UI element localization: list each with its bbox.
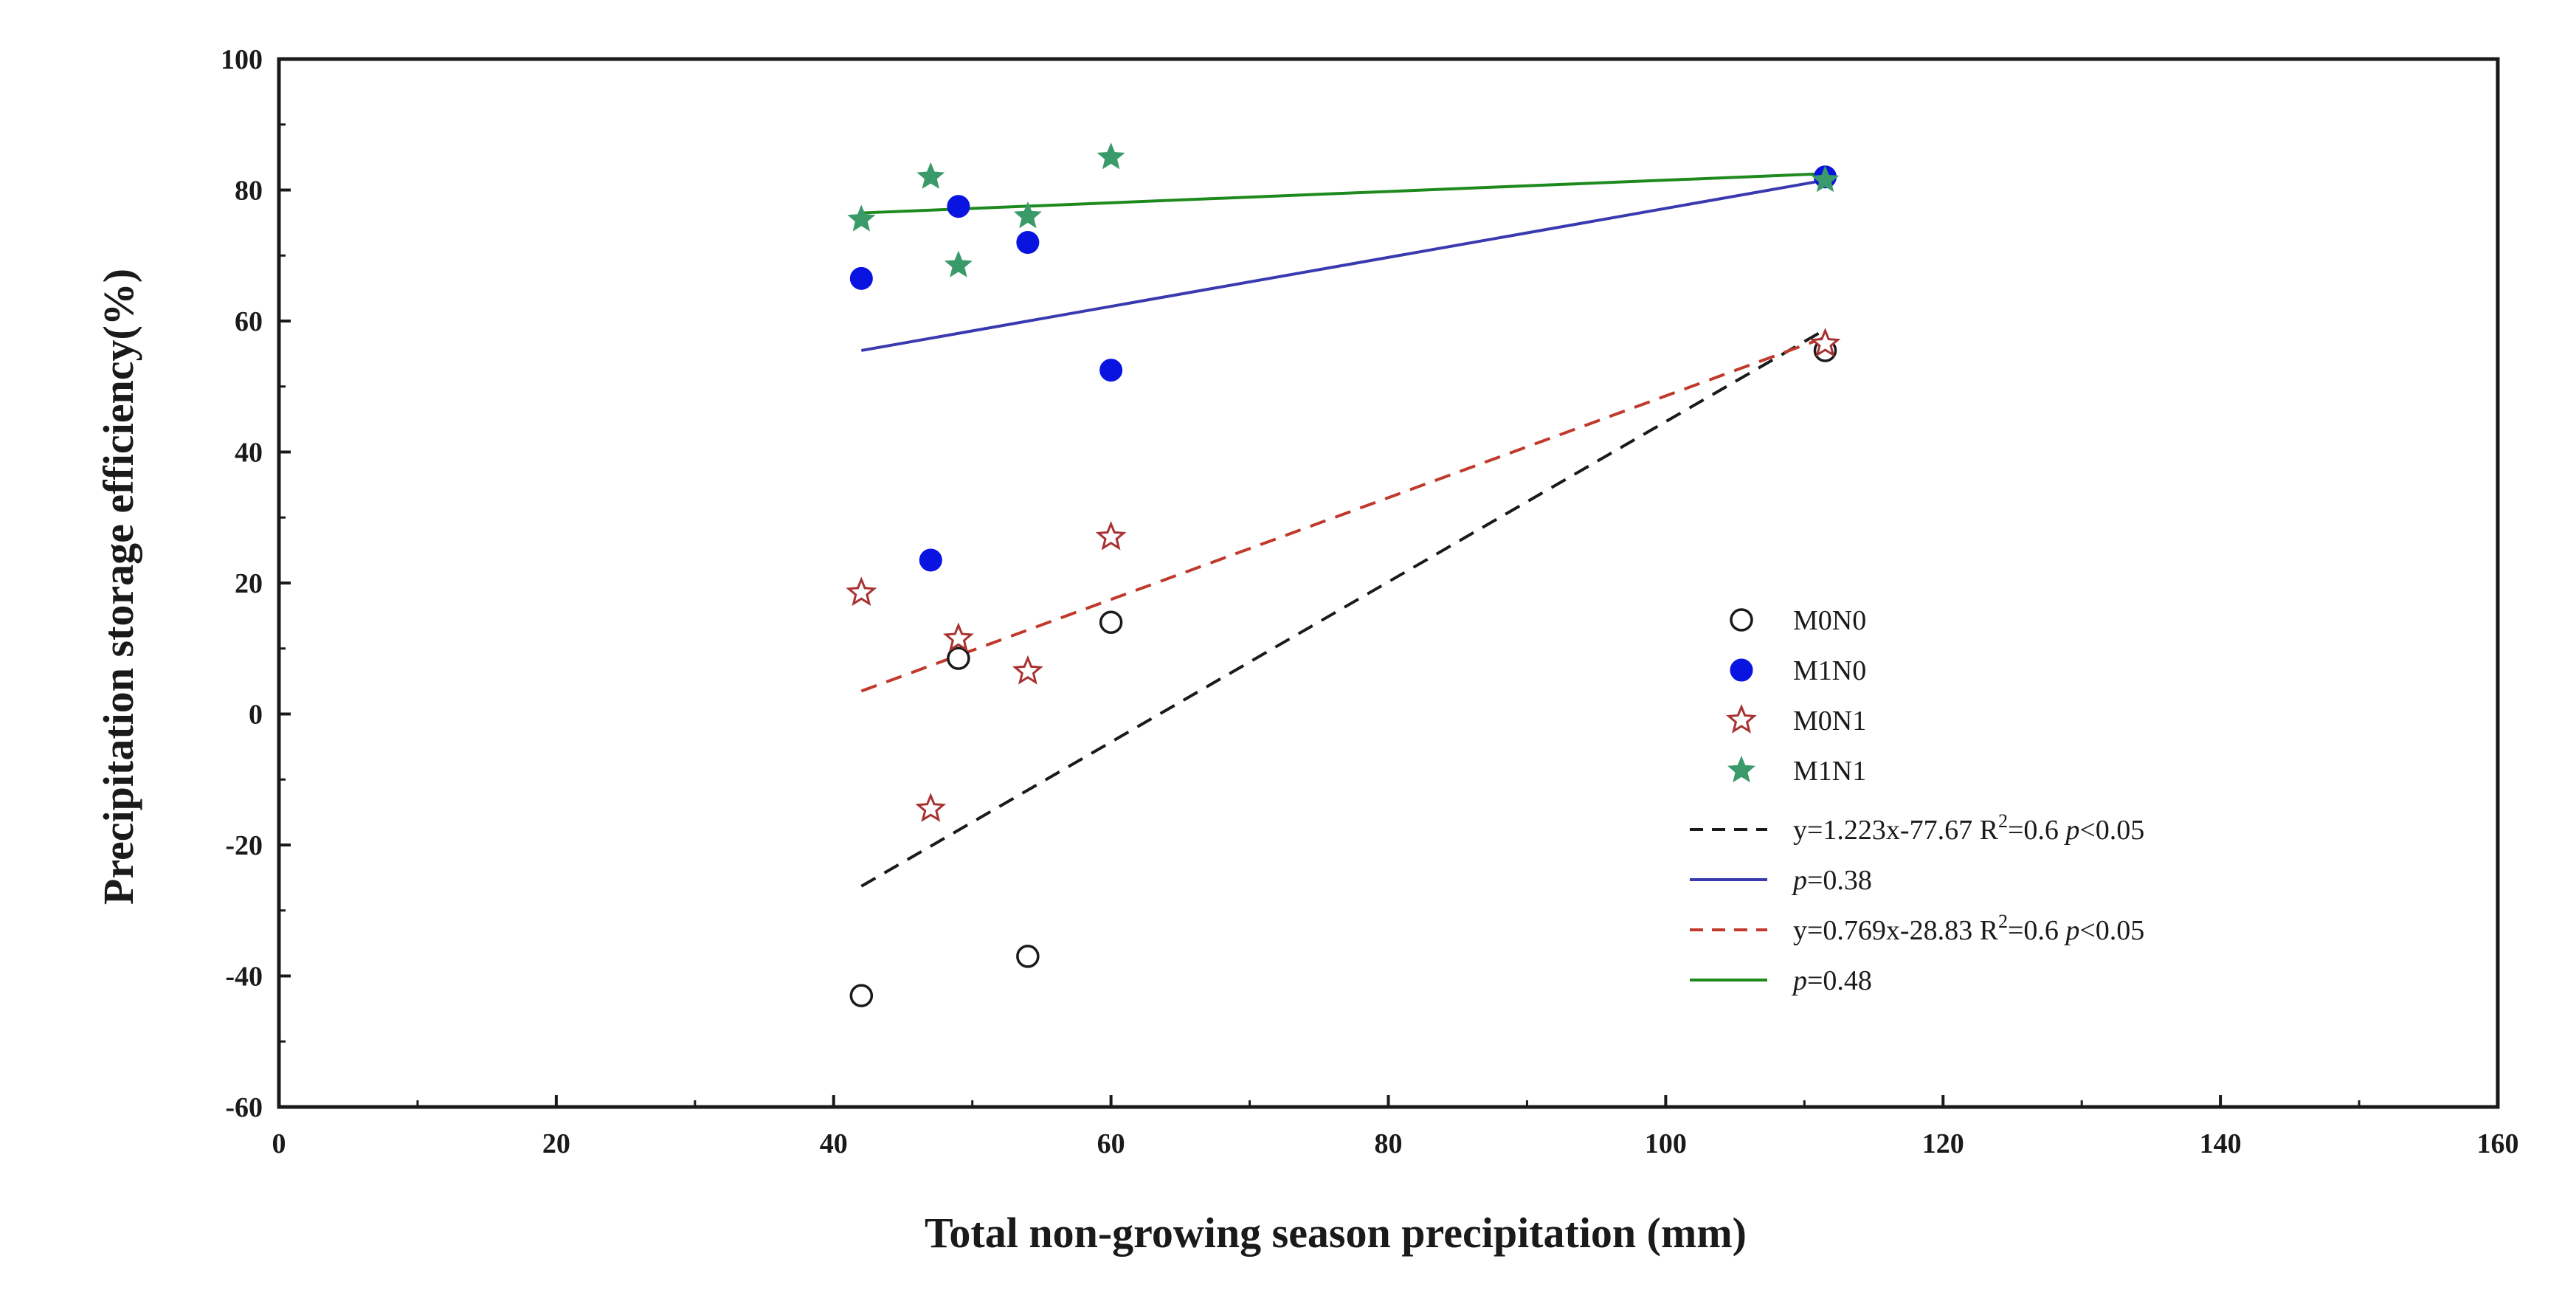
regression-lines (860, 172, 1826, 888)
point-m1n0 (1099, 359, 1123, 382)
point-m1n0 (919, 548, 942, 572)
y-tick-label: -40 (225, 962, 263, 993)
legend-fit-label-1: y=1.223x-77.67 R2=0.6 p<0.05 (1793, 810, 2144, 846)
legend-marker-m0n0 (1730, 608, 1753, 632)
y-tick-label: 80 (235, 176, 263, 207)
legend-fit-label-2: p=0.38 (1791, 865, 1872, 896)
point-m0n0 (1016, 945, 1040, 968)
legend-marker-m0n1 (1726, 704, 1757, 734)
point-m0n0 (947, 646, 970, 670)
y-axis-title: Precipitation storage efficiency(%) (94, 269, 142, 905)
fit-line-4 (861, 172, 1826, 215)
y-tick-label: -60 (225, 1092, 263, 1123)
x-tick-label: 160 (2477, 1128, 2519, 1159)
data-points (846, 142, 1841, 1007)
point-m1n0 (1016, 231, 1040, 254)
x-tick-label: 100 (1645, 1128, 1687, 1159)
legend-label-m1n1: M1N1 (1793, 756, 1866, 787)
point-m1n0 (849, 266, 873, 290)
point-m1n1 (1097, 142, 1125, 170)
fit-line-3 (860, 336, 1826, 693)
plot-frame (277, 57, 2500, 1109)
point-m0n1 (846, 576, 877, 607)
point-m1n1 (944, 250, 973, 277)
fit-line-1 (860, 328, 1826, 888)
x-tick-label: 80 (1375, 1128, 1403, 1159)
legend-label-m0n1: M0N1 (1793, 706, 1866, 736)
point-m1n1 (1013, 201, 1042, 229)
y-tick-label: -20 (225, 830, 263, 861)
point-m0n0 (1099, 610, 1123, 634)
point-m0n1 (943, 622, 974, 652)
point-m1n1 (916, 162, 945, 189)
legend-fit-label-4: p=0.48 (1791, 965, 1872, 996)
point-m0n0 (849, 984, 874, 1007)
point-m0n1 (1095, 520, 1127, 551)
point-m1n1 (1811, 165, 1840, 193)
y-tick-label: 0 (249, 700, 263, 731)
point-m1n1 (847, 204, 876, 232)
x-tick-label: 40 (820, 1128, 848, 1159)
y-tick-label: 40 (235, 438, 263, 469)
point-m0n1 (1809, 328, 1841, 357)
x-tick-label: 60 (1097, 1128, 1125, 1159)
fit-line-2 (860, 179, 1826, 352)
legend-marker-m1n1 (1727, 756, 1755, 783)
x-tick-label: 140 (2200, 1128, 2242, 1159)
x-tick-label: 20 (542, 1128, 570, 1159)
axes: 0 20 40 60 80 100 120 140 160 -60 -40 -20 0 20 40 60 80 1… (221, 44, 2519, 1159)
point-m0n1 (1012, 655, 1043, 685)
point-m1n0 (947, 195, 970, 218)
x-axis-title: Total non-growing season precipitation (… (925, 1209, 1747, 1257)
point-m0n1 (915, 793, 947, 822)
x-tick-label: 0 (272, 1128, 286, 1159)
legend-label-m0n0: M0N0 (1793, 605, 1866, 636)
legend: M0N0 M1N0 M0N1 M1N1 y=1.223x-77.67 R2=0.6 p<… (1690, 605, 2144, 996)
x-tick-label: 120 (1922, 1128, 1964, 1159)
y-tick-label: 100 (221, 44, 263, 75)
y-tick-label: 20 (235, 568, 263, 599)
legend-label-m1n0: M1N0 (1793, 655, 1866, 686)
y-tick-label: 60 (235, 306, 263, 337)
legend-fit-label-3: y=0.769x-28.83 R2=0.6 p<0.05 (1793, 911, 2144, 946)
legend-marker-m1n0 (1730, 658, 1753, 682)
